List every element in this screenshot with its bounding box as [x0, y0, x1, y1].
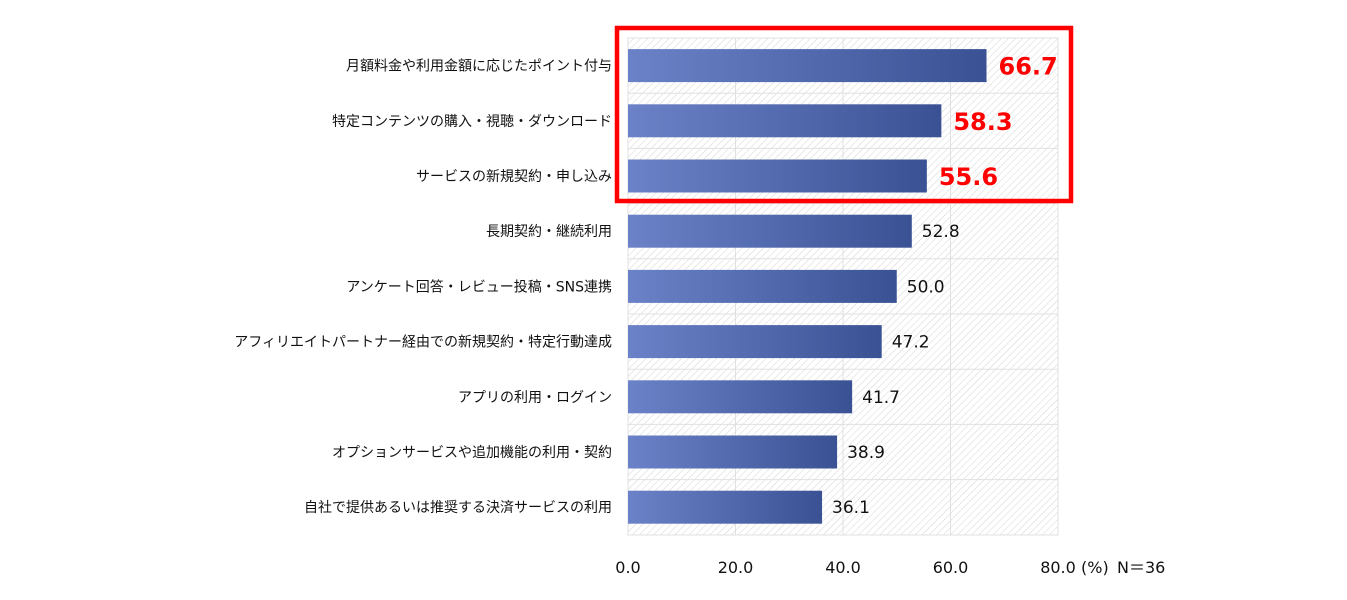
unit-label: (%): [1081, 558, 1109, 577]
value-label: 50.0: [907, 277, 945, 297]
category-label: 自社で提供あるいは推奨する決済サービスの利用: [304, 500, 612, 516]
bar: [628, 435, 838, 469]
category-label: 長期契約・継続利用: [486, 223, 612, 240]
x-tick-label: 0.0: [615, 558, 640, 577]
value-label: 47.2: [892, 333, 930, 353]
x-tick-label: 80.0: [1040, 558, 1076, 577]
bar: [628, 380, 853, 414]
category-label: サービスの新規契約・申し込み: [416, 169, 612, 185]
bar: [628, 104, 942, 138]
bar: [628, 269, 897, 303]
x-tick-label: 20.0: [718, 558, 754, 577]
sample-size-label: N＝36: [1117, 558, 1165, 577]
bar: [628, 325, 882, 359]
value-label: 41.7: [862, 388, 900, 408]
bar: [628, 159, 927, 193]
bar: [628, 214, 912, 248]
value-label: 52.8: [922, 222, 960, 242]
x-tick-label: 60.0: [933, 558, 969, 577]
value-label: 36.1: [832, 498, 870, 518]
category-label: アフィリエイトパートナー経由での新規契約・特定行動達成: [234, 335, 612, 351]
value-label: 55.6: [939, 163, 998, 191]
highlight-box: [614, 25, 1074, 204]
value-label: 58.3: [953, 108, 1012, 136]
category-label: オプションサービスや追加機能の利用・契約: [332, 445, 612, 461]
category-label: 月額料金や利用金額に応じたポイント付与: [346, 59, 612, 75]
bar: [628, 490, 823, 524]
category-label: 特定コンテンツの購入・視聴・ダウンロード: [332, 114, 612, 130]
value-label: 66.7: [999, 53, 1058, 81]
bar: [628, 49, 987, 83]
value-label: 38.9: [847, 443, 885, 463]
category-label: アンケート回答・レビュー投稿・SNS連携: [346, 278, 612, 295]
x-tick-label: 40.0: [825, 558, 861, 577]
category-label: アプリの利用・ログイン: [458, 390, 612, 406]
